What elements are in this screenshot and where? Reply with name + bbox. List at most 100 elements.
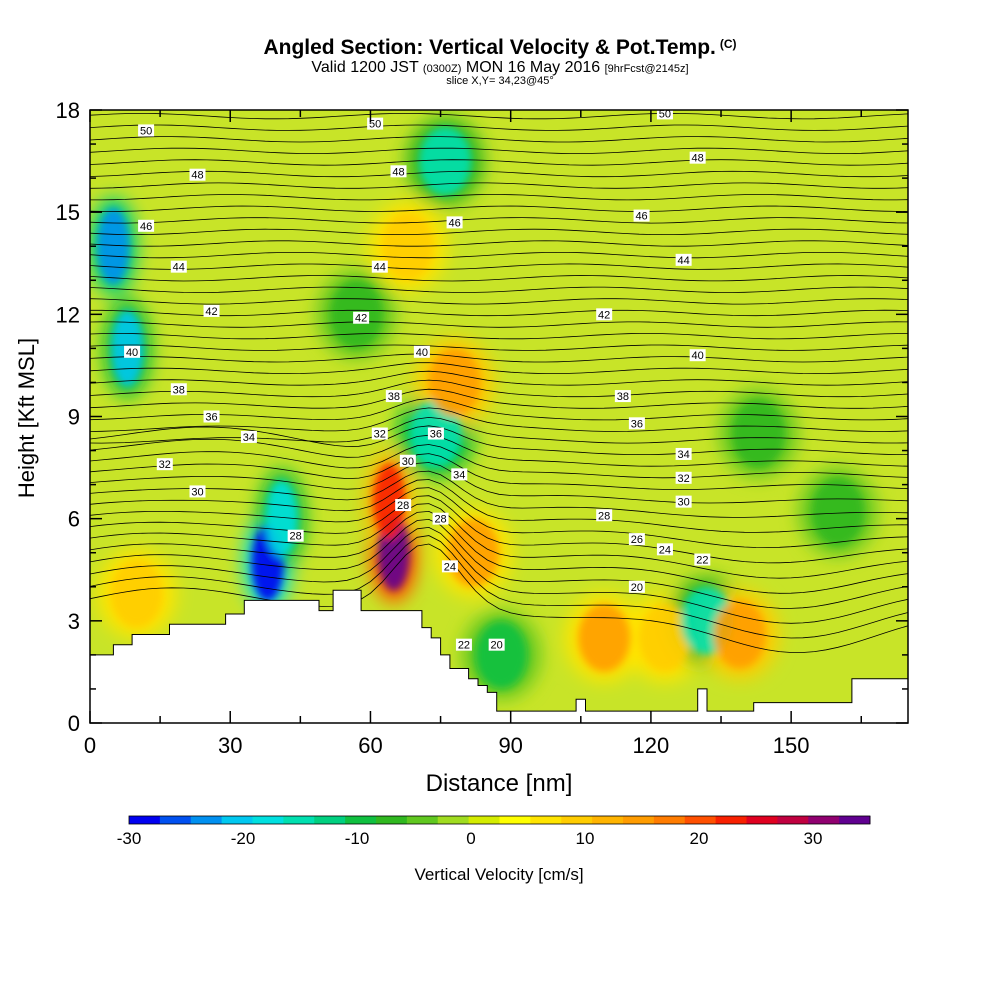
velocity-core [811, 477, 864, 546]
colorbar-swatch [592, 816, 624, 824]
isentrope-line [90, 205, 908, 212]
colorbar-label: Vertical Velocity [cm/s] [414, 865, 583, 884]
isentrope-label: 36 [427, 427, 444, 441]
isentrope-label: 30 [399, 454, 416, 468]
chart-title: Angled Section: Vertical Velocity & Pot.… [0, 36, 1000, 60]
valid-forecast: [9hrFcst@2145z] [604, 63, 689, 75]
svg-text:32: 32 [159, 459, 171, 471]
velocity-core [419, 127, 472, 196]
svg-text:20: 20 [491, 640, 503, 652]
valid-date: MON 16 May 2016 [465, 59, 601, 76]
svg-text:42: 42 [355, 313, 367, 325]
svg-text:28: 28 [434, 514, 446, 526]
isentrope-label: 38 [614, 390, 631, 403]
isentrope-line [90, 124, 908, 131]
svg-text:24: 24 [444, 561, 456, 573]
svg-text:48: 48 [692, 153, 704, 165]
isentrope-label: 20 [488, 638, 505, 652]
svg-text:32: 32 [678, 473, 690, 485]
copyright-mark: (C) [719, 37, 737, 51]
y-tick-label: 18 [56, 98, 80, 123]
velocity-core [578, 603, 631, 672]
svg-text:30: 30 [402, 456, 414, 468]
isentrope-label: 46 [138, 219, 155, 233]
colorbar-swatch [129, 816, 161, 824]
isentrope-line [90, 379, 908, 398]
isentrope-label: 28 [287, 529, 304, 543]
svg-text:40: 40 [692, 350, 704, 362]
isentrope-line [90, 217, 908, 224]
colorbar-swatch [746, 816, 778, 824]
colorbar-swatch [623, 816, 655, 824]
isentrope-line [90, 518, 908, 609]
colorbar-swatch [839, 816, 871, 824]
isentrope-line [90, 416, 908, 444]
chart-title-main: Angled Section: Vertical Velocity & Pot.… [263, 36, 716, 59]
terrain [90, 589, 908, 723]
isentrope-line [90, 263, 908, 270]
colorbar-tick-label: -20 [231, 829, 256, 848]
velocity-core [732, 399, 785, 468]
valid-prefix: Valid 1200 JST [311, 59, 419, 76]
svg-text:28: 28 [397, 500, 409, 512]
colorbar-swatch [159, 816, 192, 824]
isentrope-label: 50 [367, 117, 384, 131]
colorbar-frame [128, 815, 871, 825]
isentrope-label: 48 [189, 168, 206, 182]
x-tick-label: 30 [218, 733, 242, 758]
chart-subtitle-slice: slice X,Y= 34,23@45° [446, 75, 554, 87]
isentrope-line [90, 321, 908, 328]
svg-text:34: 34 [243, 432, 255, 444]
colorbar-swatch [437, 816, 470, 824]
isentrope-label: 28 [432, 512, 449, 526]
velocity-core [110, 559, 163, 628]
isentrope-line [90, 159, 908, 166]
isentrope-line [90, 370, 908, 386]
isentrope-line [90, 425, 908, 455]
svg-text:22: 22 [458, 640, 470, 652]
isentrope-line [90, 102, 908, 108]
isentrope-label: 50 [138, 124, 155, 137]
svg-text:36: 36 [430, 429, 442, 441]
isentrope-label: 20 [628, 580, 645, 594]
isentrope-label: 34 [675, 447, 692, 461]
y-axis-label: Height [Kft MSL] [14, 338, 39, 498]
chart-subtitle-valid: Valid 1200 JST (0300Z) MON 16 May 2016 [… [0, 59, 1000, 77]
colorbar-swatch [314, 816, 346, 824]
plot-area: 50 50 50 48 48 48 46 46 46 44 44 44 42 42 42 40 40 40 38 38… [90, 90, 908, 723]
isentrope-line [90, 170, 908, 178]
x-tick-label: 90 [498, 733, 522, 758]
colorbar-swatch [653, 816, 686, 824]
isentrope-label: 46 [633, 209, 650, 223]
colorbar: -30 -20 -10 0 10 20 30 [117, 815, 871, 848]
svg-text:24: 24 [659, 544, 671, 556]
isentrope-label: 44 [371, 260, 388, 274]
isentrope-label: 48 [689, 151, 706, 165]
svg-text:40: 40 [416, 347, 428, 359]
isentrope-line [90, 90, 908, 96]
colorbar-tick-label: 0 [466, 829, 475, 848]
svg-text:34: 34 [678, 449, 690, 461]
isentrope-line [90, 526, 908, 624]
colorbar-swatch [468, 816, 500, 824]
svg-text:50: 50 [659, 108, 671, 120]
isentrope-line [90, 286, 908, 293]
isentrope-label: 24 [656, 543, 673, 556]
isentrope-lines [90, 90, 908, 653]
isentrope-line [90, 275, 908, 282]
isentrope-label: 38 [385, 390, 402, 403]
isentrope-line [90, 388, 908, 409]
x-axis: 0 30 60 90 120 150 [84, 110, 863, 758]
colorbar-swatch [561, 816, 593, 824]
velocity-core [475, 620, 528, 689]
svg-text:44: 44 [678, 255, 690, 267]
isentrope-line [90, 495, 908, 564]
isentrope-line [90, 407, 908, 432]
svg-text:40: 40 [126, 347, 138, 359]
isentrope-label: 28 [395, 499, 412, 512]
colorbar-swatch [684, 816, 717, 824]
y-tick-label: 0 [68, 711, 80, 736]
colorbar-tick-label: 30 [804, 829, 823, 848]
svg-text:22: 22 [696, 555, 708, 567]
svg-text:30: 30 [191, 486, 203, 498]
